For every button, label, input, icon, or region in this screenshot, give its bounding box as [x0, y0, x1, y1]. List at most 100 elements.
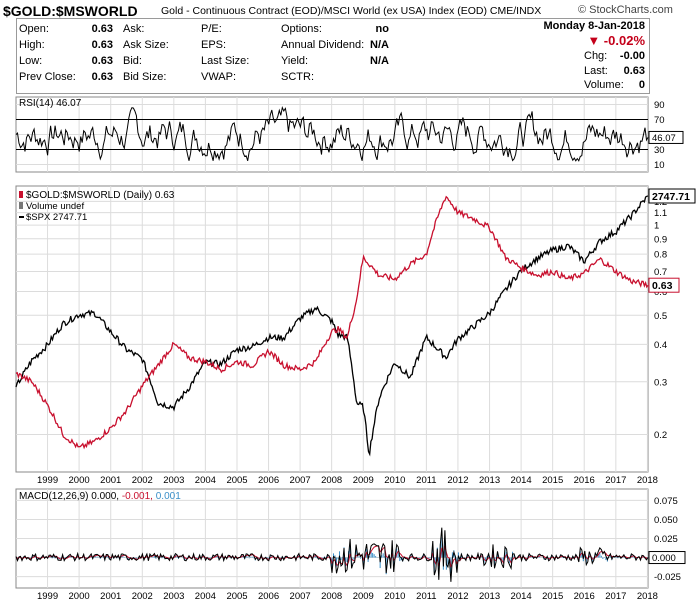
price-x-tick-label: 1999 — [37, 475, 58, 486]
macd-legend-text: MACD(12,26,9) 0.000, -0.001, 0.001 — [19, 491, 181, 502]
price-x-tick-label: 2015 — [542, 475, 563, 486]
macd-x-tick-label: 2011 — [416, 591, 436, 602]
eps-label: EPS: — [201, 39, 227, 51]
price-tick-label: 0.4 — [654, 340, 667, 351]
price-x-tick-label: 2001 — [100, 475, 121, 486]
macd-x-tick-label: 2005 — [226, 591, 247, 602]
price-x-tick-label: 2016 — [574, 475, 595, 486]
price-x-tick-label: 2012 — [447, 475, 468, 486]
chg-value: -0.00 — [619, 50, 645, 62]
macd-x-tick-label: 2002 — [132, 591, 153, 602]
price-legend-ratio: $GOLD:$MSWORLD (Daily) 0.63 — [26, 190, 175, 201]
low-label: Low: — [19, 55, 43, 67]
macd-x-tick-label: 2009 — [353, 591, 374, 602]
options-label: Options: — [281, 23, 322, 35]
macd-legend-signal: -0.001, — [122, 491, 156, 502]
price-tick-label: 0.2 — [654, 430, 667, 441]
spx-last-value-box — [648, 188, 696, 204]
macd-tick-label: -0.025 — [654, 572, 681, 583]
brand-watermark[interactable]: © StockCharts.com — [578, 4, 673, 16]
price-tick-label: 0.9 — [654, 234, 667, 245]
macd-tick-label: 0.050 — [654, 515, 678, 526]
macd-x-tick-label: 2004 — [195, 591, 216, 602]
bid-label: Bid: — [123, 55, 142, 67]
gold-msworld-ratio-line — [15, 195, 649, 450]
macd-tick-label: 0.075 — [654, 496, 678, 507]
price-legend-volume: Volume undef — [26, 201, 84, 212]
chart-symbol: $GOLD:$MSWORLD — [3, 3, 138, 19]
rsi-last-value: 46.07 — [652, 133, 676, 144]
macd-line — [15, 527, 649, 582]
spx-line — [15, 195, 649, 457]
price-tick-label: 1 — [654, 221, 659, 232]
spx-last-value: 2747.71 — [652, 191, 690, 203]
high-value: 0.63 — [91, 39, 113, 51]
rsi-last-value-tag: 46.07 — [648, 130, 684, 144]
quote-box: Open: 0.63 High: 0.63 Low: 0.63 Prev Clo… — [16, 18, 650, 94]
macd-x-tick-label: 2008 — [321, 591, 342, 602]
volume-label: Volume: — [584, 79, 624, 91]
price-x-tick-label: 2007 — [290, 475, 311, 486]
last-label: Last: — [584, 65, 608, 77]
low-value: 0.63 — [91, 55, 113, 67]
ask-size-label: Ask Size: — [123, 39, 169, 51]
macd-last-value-box — [648, 551, 686, 565]
macd-x-tick-label: 2007 — [290, 591, 311, 602]
ratio-last-value-tag: 0.63 — [648, 277, 680, 293]
macd-x-tick-label: 2015 — [542, 591, 563, 602]
price-x-tick-label: 2006 — [258, 475, 279, 486]
price-x-tick-label: 2005 — [226, 475, 247, 486]
chg-label: Chg: — [584, 50, 608, 62]
sctr-label: SCTR: — [281, 71, 314, 83]
rsi-tick-label: 30 — [654, 145, 665, 156]
rsi-tick-label: 90 — [654, 100, 665, 111]
price-legend-spx: $SPX 2747.71 — [26, 212, 87, 223]
macd-x-tick-label: 2003 — [163, 591, 184, 602]
macd-x-tick-label: 2006 — [258, 591, 279, 602]
macd-legend-main: MACD(12,26,9) 0.000, — [19, 491, 122, 502]
price-tick-label: 1.1 — [654, 208, 667, 219]
price-tick-label: 0.5 — [654, 311, 667, 322]
macd-x-tick-label: 2017 — [605, 591, 626, 602]
macd-x-tick-label: 2016 — [574, 591, 595, 602]
rsi-line — [15, 105, 649, 162]
price-x-tick-label: 2009 — [353, 475, 374, 486]
price-tick-label: 0.7 — [654, 267, 667, 278]
price-x-tick-label: 2000 — [69, 475, 90, 486]
price-x-tick-label: 2010 — [384, 475, 405, 486]
price-x-tick-label: 2003 — [163, 475, 184, 486]
ratio-last-value-box — [648, 277, 680, 293]
high-label: High: — [19, 39, 45, 51]
prev-close-label: Prev Close: — [19, 71, 76, 83]
volume-value: 0 — [638, 79, 645, 91]
dividend-label: Annual Dividend: — [281, 39, 365, 51]
prev-close-value: 0.63 — [91, 71, 113, 83]
dividend-value: N/A — [370, 39, 389, 51]
macd-last-value-tag: 0.000 — [648, 551, 686, 565]
ask-label: Ask: — [123, 23, 145, 35]
macd-x-tick-label: 2000 — [69, 591, 90, 602]
volume-legend-swatch — [19, 202, 23, 209]
quote-date: Monday 8-Jan-2018 — [543, 20, 645, 32]
price-x-tick-label: 2018 — [637, 475, 658, 486]
rsi-tick-label: 70 — [654, 115, 665, 126]
macd-legend: MACD(12,26,9) 0.000, -0.001, 0.001 — [19, 491, 181, 502]
macd-tick-label: 0.025 — [654, 534, 678, 545]
macd-last-value: 0.000 — [652, 553, 676, 564]
price-tick-label: 0.3 — [654, 377, 667, 388]
price-x-tick-label: 2002 — [132, 475, 153, 486]
price-tick-label: 0.8 — [654, 250, 667, 261]
price-x-tick-label: 2013 — [479, 475, 500, 486]
ratio-last-value: 0.63 — [652, 280, 673, 292]
yield-value: N/A — [370, 55, 389, 67]
price-x-tick-label: 2008 — [321, 475, 342, 486]
macd-x-tick-label: 2018 — [637, 591, 658, 602]
macd-x-tick-label: 2014 — [511, 591, 532, 602]
macd-legend-histogram: 0.001 — [156, 491, 181, 502]
vwap-label: VWAP: — [201, 71, 237, 83]
last-value: 0.63 — [623, 65, 645, 77]
pe-label: P/E: — [201, 23, 222, 35]
yield-label: Yield: — [281, 55, 309, 67]
